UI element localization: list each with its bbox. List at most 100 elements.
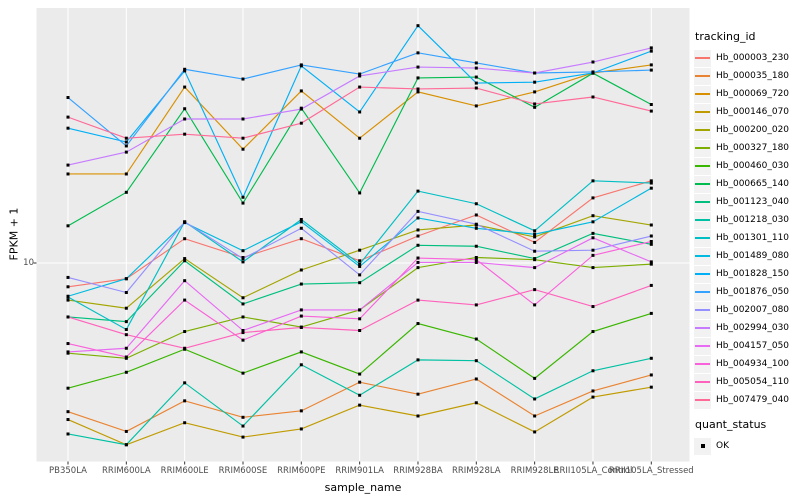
point-Hb_002007_080-RRIM600LE (183, 220, 187, 224)
panel-background (36, 8, 690, 462)
point-Hb_000146_070-RRIM928LA (474, 401, 478, 405)
legend-entry-label: Hb_000327_180 (716, 143, 790, 153)
legend-entry-label: Hb_005054_110 (716, 377, 790, 387)
point-Hb_000665_140-RRII105LA_Stressed (649, 103, 653, 107)
point-Hb_005054_110-RRIM600PE (299, 325, 303, 329)
point-Hb_001123_040-RRIM600LE (183, 259, 187, 263)
point-Hb_001218_030-RRII105LA_Control (591, 369, 595, 373)
legend-key-line-icon (694, 139, 711, 157)
point-Hb_002994_030-PB350LA (66, 163, 70, 167)
point-Hb_005054_110-RRII105LA_Stressed (649, 283, 653, 287)
point-Hb_000665_140-PB350LA (66, 224, 70, 228)
legend: tracking_id Hb_000003_230 Hb_000035_180 Hb… (694, 30, 800, 455)
point-Hb_004157_050-RRIM600PE (299, 308, 303, 312)
x-tick-label-RRIM928LE: RRIM928LE (510, 466, 559, 476)
point-Hb_000035_180-RRIM928BA (416, 392, 420, 396)
point-Hb_000003_230-RRIM928LA (474, 213, 478, 217)
legend-entry-Hb_004934_100: Hb_004934_100 (694, 355, 800, 373)
point-Hb_004934_100-RRIM600LE (183, 298, 187, 302)
y-axis-title: FPKM + 1 (7, 207, 21, 261)
point-Hb_000003_230-RRIM600PE (299, 237, 303, 241)
point-Hb_000069_720-RRII105LA_Stressed (649, 63, 653, 67)
point-Hb_004934_100-RRIM901LA (358, 317, 362, 321)
point-Hb_000035_180-RRIM928LA (474, 377, 478, 381)
legend-key-line-icon (694, 193, 711, 211)
point-Hb_000200_020-RRIM901LA (358, 248, 362, 252)
point-Hb_000035_180-RRIM600LA (124, 429, 128, 433)
point-Hb_001218_030-RRIM600LE (183, 381, 187, 385)
x-axis-title: sample_name (324, 481, 402, 494)
point-Hb_001301_110-RRIM928LA (474, 202, 478, 206)
point-Hb_001218_030-RRIM928LE (533, 397, 537, 401)
point-Hb_004157_050-RRII105LA_Stressed (649, 260, 653, 264)
point-Hb_001876_050-RRIM600LA (124, 144, 128, 148)
point-Hb_001489_080-RRII105LA_Stressed (649, 186, 653, 190)
point-Hb_004934_100-PB350LA (66, 342, 70, 346)
point-Hb_002994_030-RRII105LA_Control (591, 60, 595, 64)
point-Hb_000069_720-RRIM600LA (124, 172, 128, 176)
point-Hb_005054_110-RRIM928LE (533, 288, 537, 292)
legend-entry-ok: OK (694, 437, 800, 455)
point-Hb_000460_030-RRIM600LA (124, 370, 128, 374)
legend-key-line-icon (694, 103, 711, 121)
point-Hb_001828_150-RRIM600LA (124, 140, 128, 144)
point-Hb_001218_030-RRIM600LA (124, 443, 128, 447)
x-tick-label-RRIM600SE: RRIM600SE (218, 466, 268, 476)
x-tick-label-RRIM928LA: RRIM928LA (451, 466, 501, 476)
x-tick-label-RRIM600LA: RRIM600LA (102, 466, 151, 476)
quant-status-ok-key (694, 437, 711, 455)
point-Hb_001301_110-RRIM600SE (241, 260, 245, 264)
legend-entry-Hb_001218_030: Hb_001218_030 (694, 211, 800, 229)
legend-entry-label: Hb_000460_030 (716, 161, 790, 171)
legend-entry-label: Hb_001489_080 (716, 251, 790, 261)
point-Hb_000327_180-RRIM928BA (416, 266, 420, 270)
point-Hb_004157_050-RRII105LA_Control (591, 236, 595, 240)
point-Hb_001489_080-PB350LA (66, 294, 70, 298)
legend-entry-Hb_000200_020: Hb_000200_020 (694, 121, 800, 139)
point-Hb_002007_080-RRIM928BA (416, 209, 420, 213)
point-Hb_000003_230-RRIM928LE (533, 240, 537, 244)
point-Hb_001301_110-RRII105LA_Control (591, 179, 595, 183)
point-Hb_002994_030-RRIM600SE (241, 117, 245, 121)
legend-entry-Hb_004157_050: Hb_004157_050 (694, 337, 800, 355)
x-tick-label-RRIM901LA: RRIM901LA (335, 466, 384, 476)
point-Hb_000003_230-RRIM600LE (183, 237, 187, 241)
legend-entry-Hb_001489_080: Hb_001489_080 (694, 247, 800, 265)
point-Hb_000665_140-RRIM901LA (358, 191, 362, 195)
point-Hb_001828_150-RRIM600SE (241, 195, 245, 199)
point-Hb_000200_020-RRIM600PE (299, 268, 303, 272)
legend-entry-label: Hb_000146_070 (716, 107, 790, 117)
point-Hb_007479_040-RRIM600SE (241, 136, 245, 140)
point-Hb_000146_070-PB350LA (66, 418, 70, 422)
point-Hb_001301_110-RRIM600PE (299, 217, 303, 221)
point-Hb_002007_080-RRII105LA_Stressed (649, 234, 653, 238)
point-Hb_000035_180-RRIM600LE (183, 399, 187, 403)
point-Hb_000035_180-RRII105LA_Control (591, 389, 595, 393)
point-Hb_001876_050-RRIM928BA (416, 51, 420, 55)
point-Hb_002994_030-RRIM600LE (183, 117, 187, 121)
point-Hb_004934_100-RRIM600LA (124, 355, 128, 359)
point-Hb_000200_020-RRIM600LE (183, 257, 187, 261)
legend-key-line-icon (694, 85, 711, 103)
point-Hb_001828_150-RRIM928LE (533, 80, 537, 84)
legend-key-line-icon (694, 157, 711, 175)
x-tick-label-PB350LA: PB350LA (49, 466, 87, 476)
legend-title-quant-status: quant_status (695, 418, 767, 431)
point-Hb_000460_030-RRIM600SE (241, 371, 245, 375)
point-Hb_000035_180-RRIM600SE (241, 415, 245, 419)
point-Hb_001301_110-RRIM901LA (358, 262, 362, 266)
point-Hb_002007_080-RRIM901LA (358, 273, 362, 277)
legend-entry-Hb_000003_230: Hb_000003_230 (694, 49, 800, 67)
x-tick-label-RRII105LA_Stressed: RRII105LA_Stressed (608, 466, 694, 476)
point-Hb_004157_050-RRIM901LA (358, 308, 362, 312)
point-Hb_007479_040-PB350LA (66, 115, 70, 119)
point-Hb_002007_080-RRIM600PE (299, 226, 303, 230)
point-Hb_000003_230-PB350LA (66, 285, 70, 289)
point-Hb_001489_080-RRIM600PE (299, 220, 303, 224)
point-Hb_000200_020-RRII105LA_Control (591, 214, 595, 218)
point-Hb_000069_720-PB350LA (66, 172, 70, 176)
legend-entry-label: Hb_001876_050 (716, 287, 790, 297)
point-Hb_000069_720-RRIM928LA (474, 104, 478, 108)
point-Hb_000035_180-PB350LA (66, 410, 70, 414)
